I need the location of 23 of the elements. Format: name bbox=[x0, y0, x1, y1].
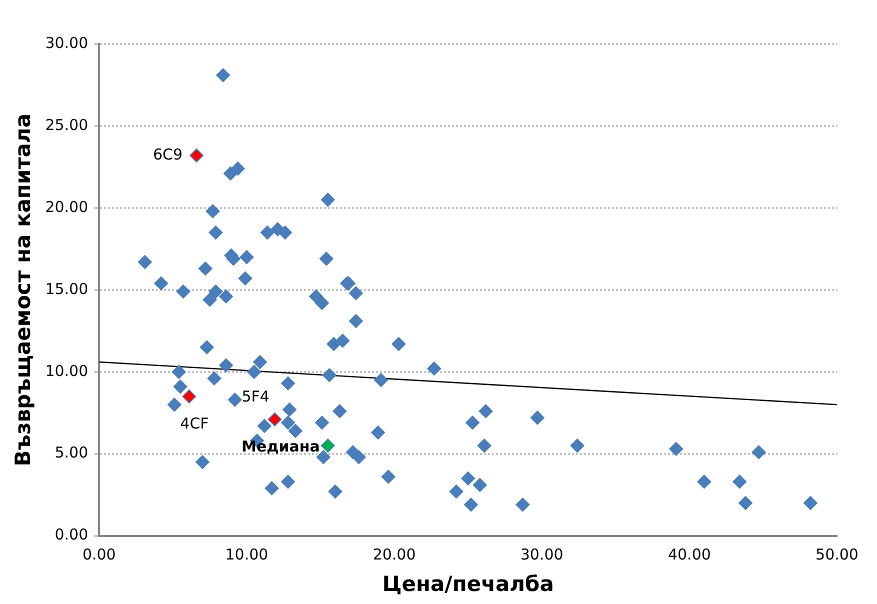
point bbox=[320, 438, 335, 453]
y-axis-title: Възвръщаемост на капитала bbox=[11, 114, 36, 466]
x-tick-label: 50.00 bbox=[816, 546, 858, 564]
x-tick-label: 10.00 bbox=[225, 546, 268, 564]
y-tick-label: 30.00 bbox=[45, 34, 88, 52]
y-tick-label: 10.00 bbox=[45, 362, 88, 380]
y-tick-label: 25.00 bbox=[45, 116, 88, 134]
annotation: 5F4 bbox=[242, 387, 270, 406]
x-tick-label: 0.00 bbox=[82, 546, 116, 564]
point bbox=[268, 412, 282, 426]
annotation: Медиана bbox=[242, 438, 320, 456]
annotation: 4CF bbox=[180, 414, 209, 432]
x-tick-label: 40.00 bbox=[668, 546, 711, 564]
x-tick-label: 20.00 bbox=[372, 546, 416, 564]
annotation: 6C9 bbox=[152, 145, 183, 164]
point bbox=[190, 148, 204, 162]
x-axis-title: Цена/печалба bbox=[382, 572, 554, 596]
x-tick-label: 30.00 bbox=[520, 546, 564, 564]
y-tick-label: 20.00 bbox=[45, 198, 88, 216]
y-tick-label: 5.00 bbox=[54, 444, 88, 462]
y-tick-label: 15.00 bbox=[45, 280, 88, 298]
point bbox=[182, 389, 196, 404]
y-tick-label: 0.00 bbox=[54, 526, 88, 544]
